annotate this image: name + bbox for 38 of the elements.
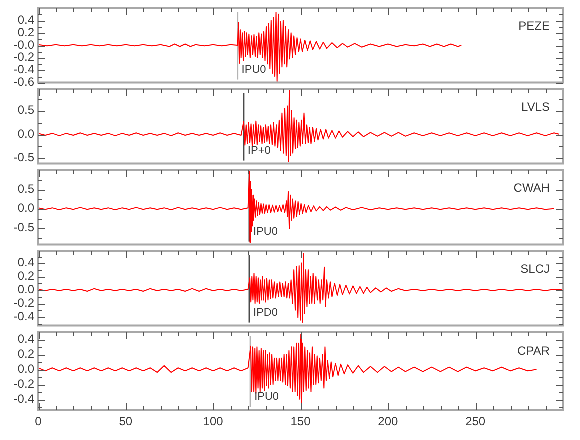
y-tick-label: 0.4 xyxy=(18,12,35,27)
y-tick-label: 0.2 xyxy=(18,269,35,284)
x-tick-label: 200 xyxy=(378,414,398,429)
y-tick-label: -0.2 xyxy=(14,296,35,310)
y-tick-label: -0.5 xyxy=(14,150,35,164)
y-tick-label: 0.5 xyxy=(18,103,35,118)
x-tick-label: 250 xyxy=(466,414,486,429)
ref-line-label: IPU0 xyxy=(242,64,266,76)
y-tick-label: -0.6 xyxy=(14,75,35,90)
x-tick-label: 50 xyxy=(119,414,133,429)
x-tick-label: 0 xyxy=(35,414,42,429)
y-tick-label: 0.5 xyxy=(18,182,35,196)
text: CWAH xyxy=(514,181,550,196)
text: LVLS xyxy=(522,100,550,114)
x-tick-label: 100 xyxy=(203,414,224,429)
y-tick-label: 0.0 xyxy=(18,201,35,216)
y-tick-label: 0.0 xyxy=(18,126,35,141)
ref-line-label: IPU0 xyxy=(254,226,278,238)
text: SLCJ xyxy=(520,262,550,276)
y-tick-label: -0.4 xyxy=(14,309,35,324)
y-tick-label: -0.2 xyxy=(14,376,35,391)
x-tick-label: 150 xyxy=(290,414,312,429)
y-tick-label: 0.4 xyxy=(18,256,35,270)
y-tick-label: 0.2 xyxy=(18,346,35,361)
y-tick-label: -0.0 xyxy=(14,38,35,52)
y-tick-label: -0.5 xyxy=(14,220,35,234)
text: CPAR xyxy=(518,344,550,358)
y-tick-label: -0.4 xyxy=(14,62,35,77)
y-tick-label: -0.2 xyxy=(14,50,35,64)
y-tick-label: 0.2 xyxy=(18,25,35,40)
y-tick-label: 0.4 xyxy=(18,332,35,346)
y-tick-label: -0.4 xyxy=(14,392,35,406)
ref-line-label: IPU0 xyxy=(254,390,280,403)
y-tick-label: 0.0 xyxy=(18,362,35,376)
ref-line-label: IPD0 xyxy=(254,307,278,320)
y-tick-label: 0.0 xyxy=(18,282,35,296)
ref-line-label: IP+0 xyxy=(248,145,271,158)
text: PEZE xyxy=(518,19,550,34)
